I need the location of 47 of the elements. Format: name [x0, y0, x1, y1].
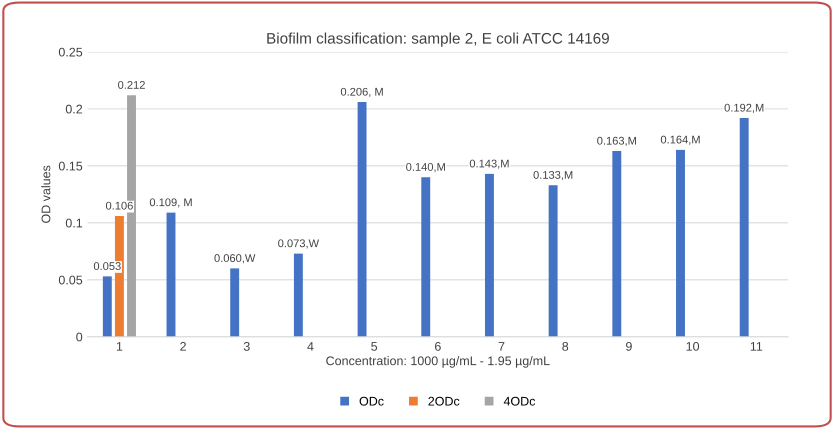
data-label: 0.163,M [597, 136, 636, 146]
bar [294, 254, 303, 337]
data-label: 0.060,W [214, 254, 256, 264]
data-label: 0.133,M [533, 170, 572, 180]
legend-label: ODc [360, 396, 384, 406]
x-tick-label: 9 [626, 342, 632, 351]
y-axis-title: OD values [41, 166, 50, 223]
data-label: 0.192,M [724, 104, 764, 113]
legend-label: 4ODc [504, 396, 536, 406]
data-label: 0.206, M [340, 88, 383, 97]
bar [421, 177, 430, 337]
y-tick-label: 0.15 [58, 162, 82, 171]
x-tick-label: 6 [435, 342, 441, 351]
x-tick-label: 4 [307, 342, 314, 351]
y-tick-label: 0.1 [66, 218, 82, 228]
y-tick-label: 0 [76, 332, 82, 342]
x-tick-label: 5 [371, 342, 378, 351]
x-tick-label: 1 [116, 342, 122, 351]
bar [358, 102, 367, 337]
data-label: 0.140,M [406, 163, 445, 172]
x-tick-label: 7 [498, 342, 504, 351]
legend-label: 2ODc [428, 396, 460, 406]
bar [230, 268, 240, 337]
x-axis-title: Concentration: 1000 µg/mL - 1.95 µg/mL [326, 356, 550, 368]
data-label: 0.109, M [150, 198, 192, 208]
bar [740, 118, 749, 337]
x-tick-label: 3 [244, 342, 250, 351]
chart-title: Biofilm classification: sample 2, E coli ATCC 14169 [267, 32, 609, 47]
x-tick-label: 11 [750, 342, 762, 351]
x-tick-label: 10 [686, 342, 700, 351]
y-tick-label: 0.05 [58, 276, 82, 284]
data-label: 0.164,M [660, 136, 700, 145]
data-label: 0.212 [118, 80, 145, 89]
bar [484, 174, 494, 337]
y-tick-label: 0.25 [58, 48, 82, 57]
bar [166, 212, 176, 337]
x-tick-label: 2 [180, 342, 186, 351]
data-label: 0.143,M [470, 160, 509, 169]
bar [612, 151, 622, 337]
bar [548, 185, 558, 337]
data-label: 0.073,W [278, 239, 320, 249]
data-label: 0.106 [106, 202, 133, 210]
data-label: 0.053 [94, 262, 121, 270]
x-tick-label: 8 [562, 342, 568, 351]
y-tick-label: 0.2 [66, 104, 82, 114]
bar [102, 276, 112, 337]
bar [676, 150, 685, 337]
